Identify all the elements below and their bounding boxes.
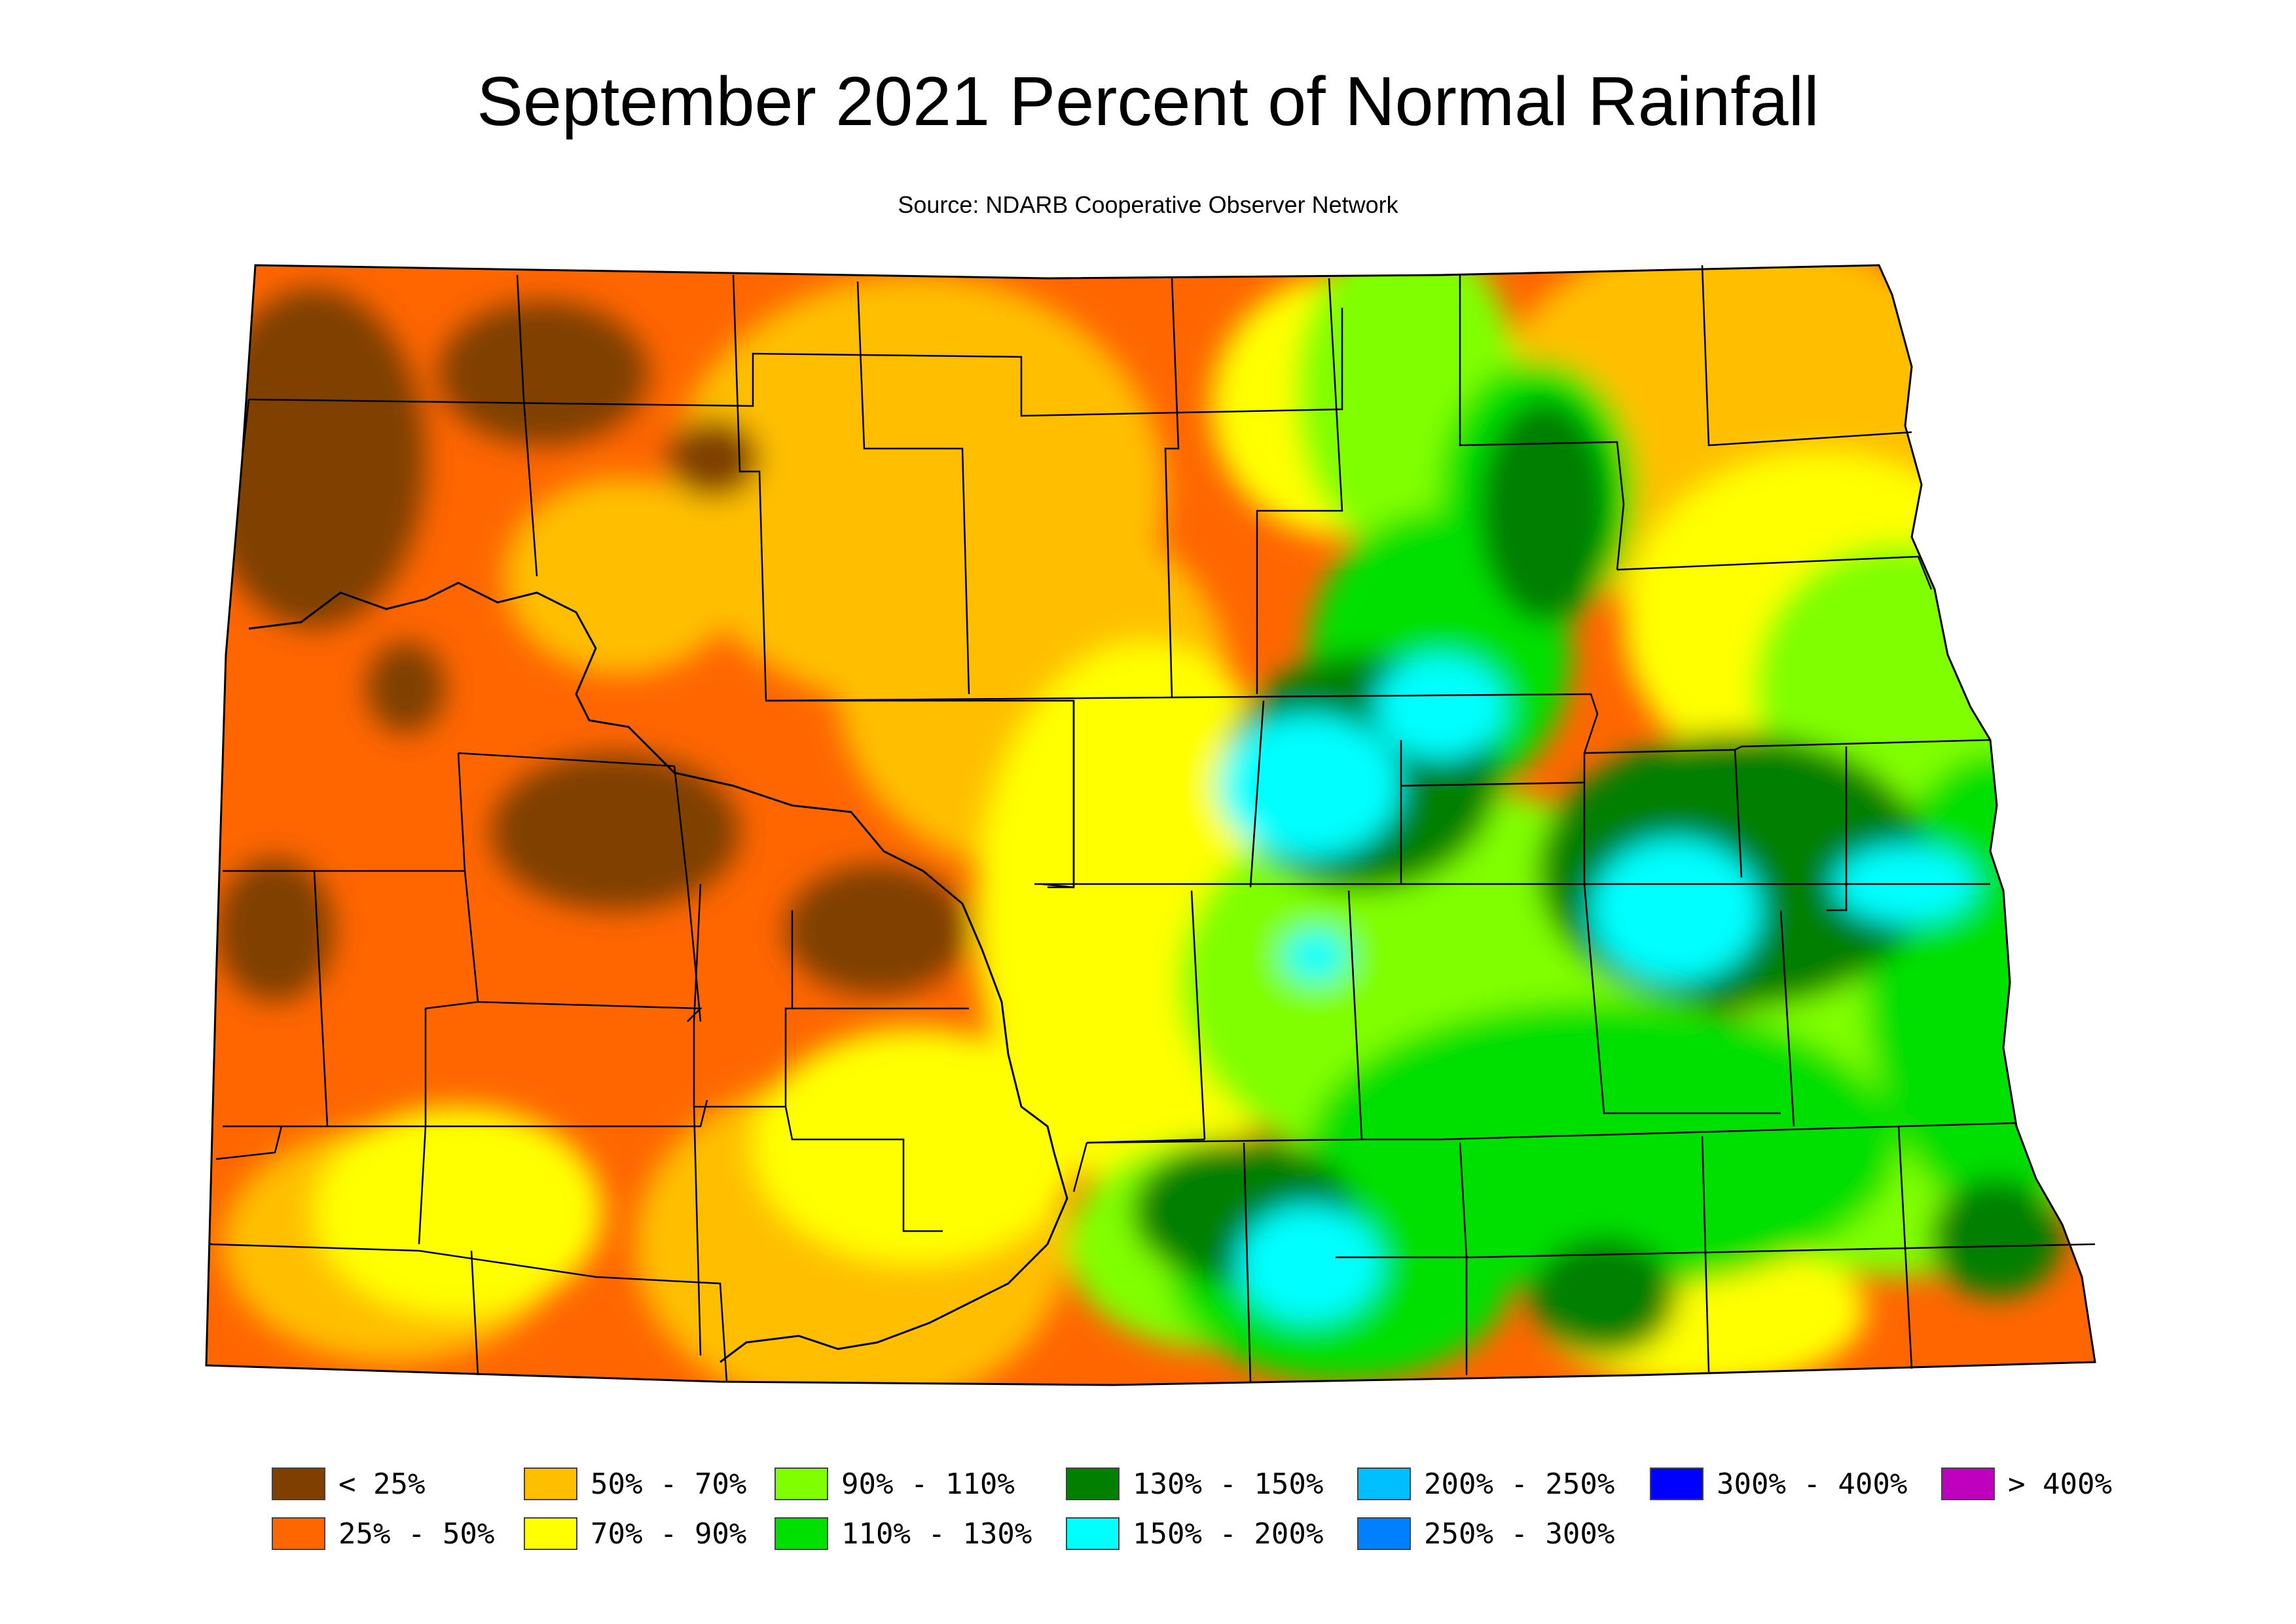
legend-swatch — [1357, 1467, 1411, 1500]
legend-label: 70% - 90% — [591, 1517, 747, 1551]
legend-item: 250% - 300% — [1357, 1517, 1614, 1551]
missouri-river — [248, 581, 1068, 1363]
legend-item: 70% - 90% — [524, 1517, 746, 1551]
rainfall-field — [206, 265, 2095, 1385]
legend-item: < 25% — [272, 1467, 425, 1501]
legend-label: > 400% — [2008, 1467, 2112, 1501]
legend-item: 110% - 130% — [774, 1517, 1032, 1551]
legend-label: 110% - 130% — [841, 1517, 1032, 1551]
legend-swatch — [1650, 1467, 1704, 1500]
map-subtitle: Source: NDARB Cooperative Observer Netwo… — [898, 191, 1398, 218]
map-title: September 2021 Percent of Normal Rainfal… — [477, 63, 1819, 140]
legend-swatch — [272, 1467, 325, 1500]
legend-swatch — [774, 1517, 828, 1550]
legend-label: 25% - 50% — [338, 1517, 495, 1551]
legend-label: 90% - 110% — [841, 1467, 1015, 1501]
legend-swatch — [774, 1467, 828, 1500]
legend-swatch — [1357, 1517, 1411, 1550]
legend-item: 90% - 110% — [774, 1467, 1015, 1501]
legend-label: < 25% — [338, 1467, 426, 1501]
legend-swatch — [524, 1467, 577, 1500]
legend-item: 50% - 70% — [524, 1467, 746, 1501]
legend-label: 300% - 400% — [1717, 1467, 1908, 1501]
legend: < 25% 25% - 50% 50% - 70% 70% - 90% 90% … — [0, 1467, 2296, 1578]
legend-item: 150% - 200% — [1066, 1517, 1323, 1551]
legend-label: 150% - 200% — [1133, 1517, 1324, 1551]
legend-label: 200% - 250% — [1424, 1467, 1615, 1501]
legend-item: 130% - 150% — [1066, 1467, 1323, 1501]
legend-item: 300% - 400% — [1650, 1467, 1907, 1501]
legend-item: > 400% — [1941, 1467, 2112, 1501]
legend-item: 25% - 50% — [272, 1517, 494, 1551]
county-lines — [209, 265, 2096, 1382]
legend-swatch — [1941, 1467, 1995, 1500]
legend-label: 50% - 70% — [591, 1467, 747, 1501]
legend-label: 130% - 150% — [1133, 1467, 1324, 1501]
legend-item: 200% - 250% — [1357, 1467, 1614, 1501]
legend-swatch — [1066, 1467, 1120, 1500]
state-outline — [205, 264, 2096, 1386]
legend-swatch — [272, 1517, 325, 1550]
legend-swatch — [1066, 1517, 1120, 1550]
legend-label: 250% - 300% — [1424, 1517, 1615, 1551]
legend-swatch — [524, 1517, 577, 1550]
